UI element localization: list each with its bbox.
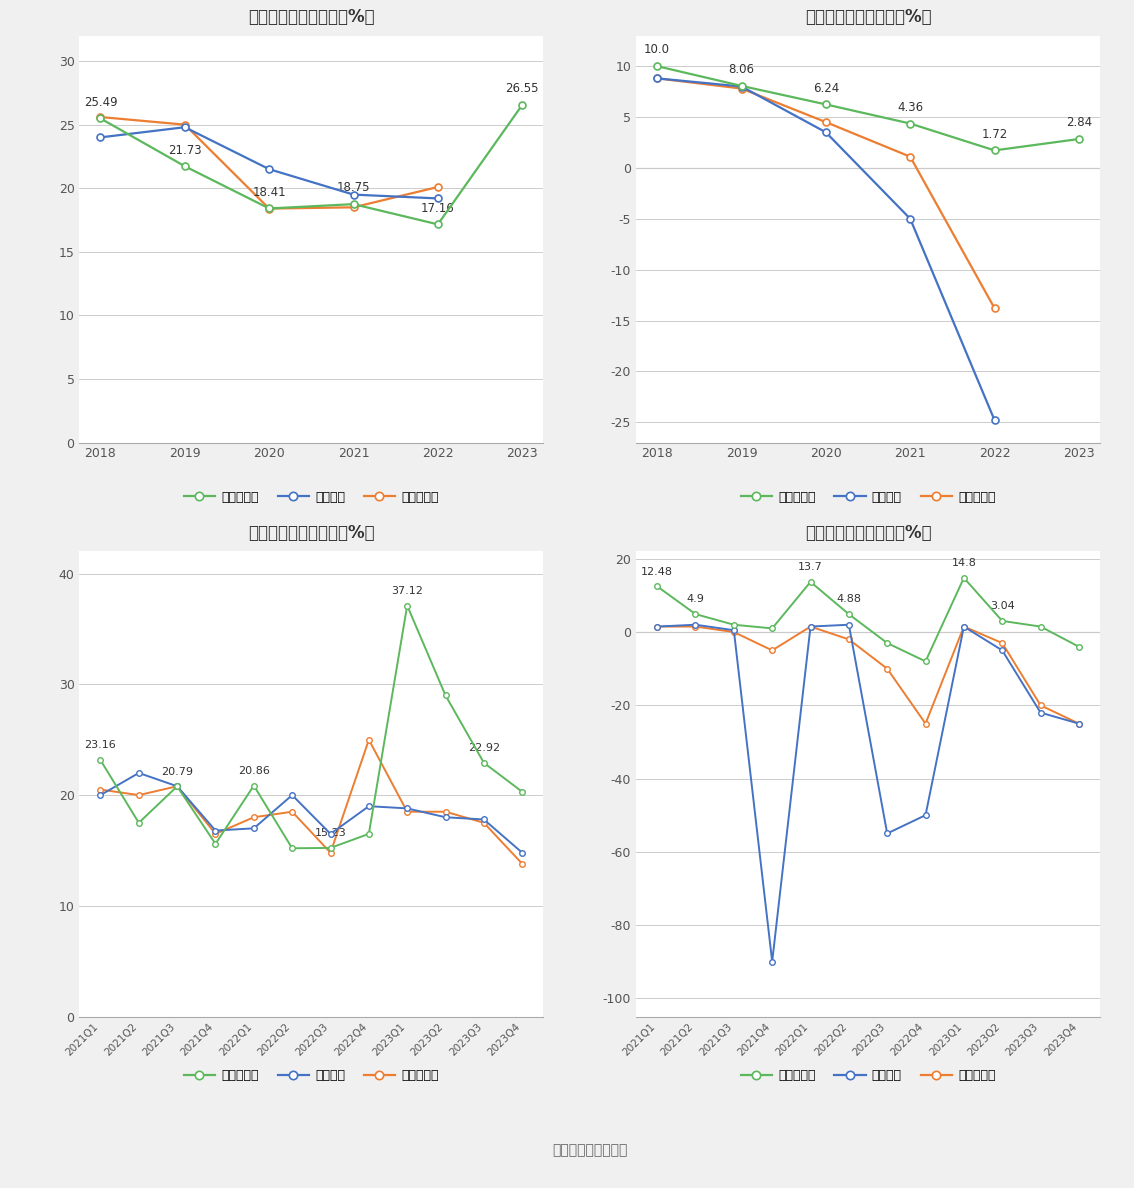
Text: 数据来源：恒生聚源: 数据来源：恒生聚源	[552, 1143, 627, 1157]
Text: 10.0: 10.0	[644, 44, 670, 57]
Text: 21.73: 21.73	[168, 144, 202, 157]
Text: 18.75: 18.75	[337, 182, 371, 195]
Text: 26.55: 26.55	[506, 82, 539, 95]
Text: 22.92: 22.92	[468, 742, 500, 753]
Text: 8.06: 8.06	[728, 63, 754, 76]
Text: 25.49: 25.49	[84, 96, 117, 109]
Title: 历年净利率变化情况（%）: 历年净利率变化情况（%）	[805, 8, 931, 26]
Text: 18.41: 18.41	[253, 185, 286, 198]
Title: 季度毛利率变化情况（%）: 季度毛利率变化情况（%）	[248, 524, 374, 542]
Text: 3.04: 3.04	[990, 601, 1015, 611]
Text: 20.79: 20.79	[161, 766, 193, 777]
Text: 23.16: 23.16	[85, 740, 117, 751]
Text: 12.48: 12.48	[641, 567, 674, 576]
Text: 2.84: 2.84	[1066, 116, 1092, 129]
Title: 历年毛利率变化情况（%）: 历年毛利率变化情况（%）	[248, 8, 374, 26]
Text: 17.16: 17.16	[421, 202, 455, 215]
Text: 15.23: 15.23	[314, 828, 346, 839]
Text: 14.8: 14.8	[951, 558, 976, 568]
Text: 4.88: 4.88	[837, 594, 862, 605]
Text: 4.9: 4.9	[686, 594, 704, 605]
Text: 37.12: 37.12	[391, 586, 423, 596]
Text: 4.36: 4.36	[897, 101, 923, 114]
Legend: 公司净利率, 行业均值, 行业中位数: 公司净利率, 行业均值, 行业中位数	[736, 1064, 1000, 1087]
Text: 20.86: 20.86	[238, 766, 270, 776]
Text: 6.24: 6.24	[813, 82, 839, 95]
Text: 1.72: 1.72	[981, 127, 1008, 140]
Legend: 公司净利率, 行业均值, 行业中位数: 公司净利率, 行业均值, 行业中位数	[736, 486, 1000, 508]
Text: 13.7: 13.7	[798, 562, 823, 573]
Title: 季度净利率变化情况（%）: 季度净利率变化情况（%）	[805, 524, 931, 542]
Legend: 公司毛利率, 行业均值, 行业中位数: 公司毛利率, 行业均值, 行业中位数	[179, 486, 443, 508]
Legend: 公司毛利率, 行业均值, 行业中位数: 公司毛利率, 行业均值, 行业中位数	[179, 1064, 443, 1087]
